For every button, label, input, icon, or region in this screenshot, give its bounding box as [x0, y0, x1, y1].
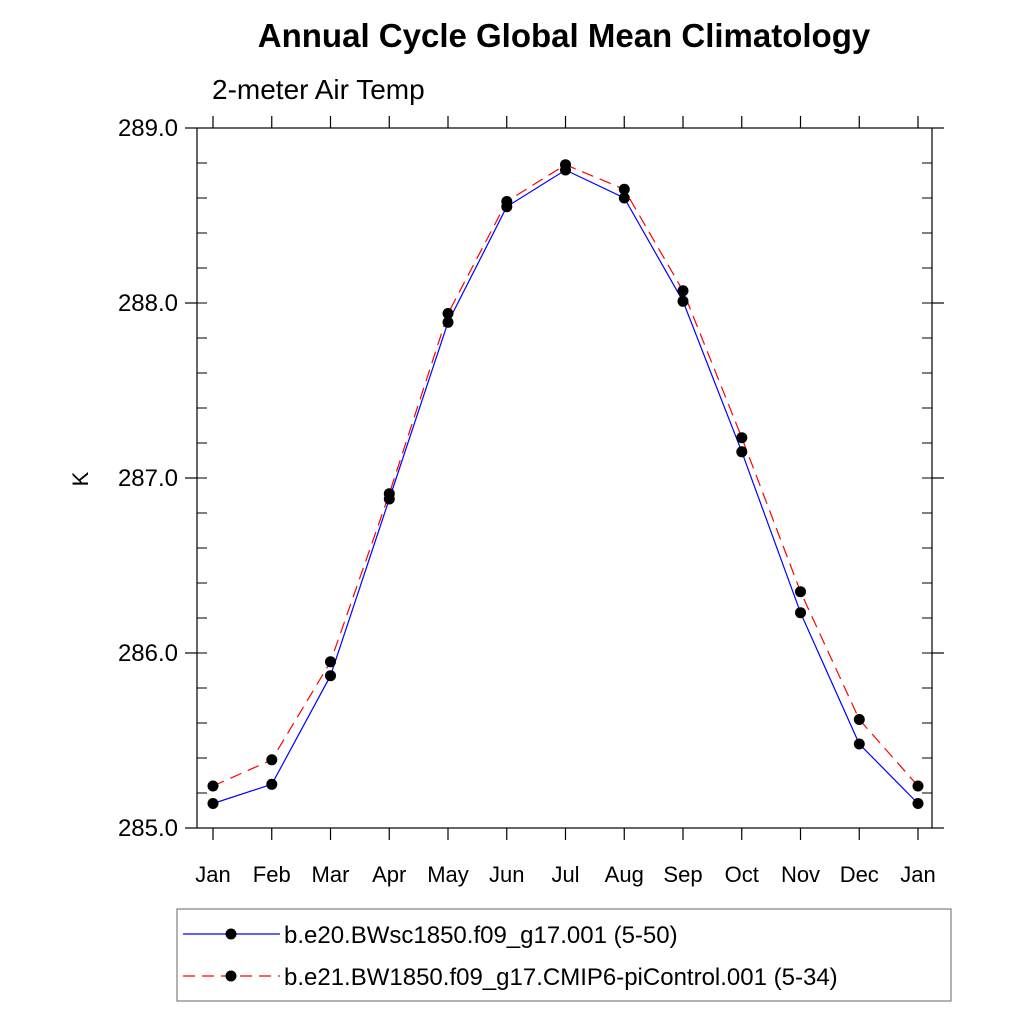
data-point-series-2 — [501, 196, 513, 207]
data-point-series-2 — [266, 754, 278, 766]
chart-subtitle: 2-meter Air Temp — [212, 74, 425, 105]
x-tick-label: May — [427, 862, 469, 887]
data-point-series-1 — [912, 798, 924, 809]
legend-label-series-1: b.e20.BWsc1850.f09_g17.001 (5-50) — [284, 922, 678, 949]
chart-title: Annual Cycle Global Mean Climatology — [258, 17, 871, 54]
data-point-series-2 — [912, 780, 924, 792]
data-point-series-1 — [736, 446, 748, 458]
x-tick-label: Aug — [605, 862, 644, 887]
data-point-series-2 — [736, 432, 748, 444]
data-point-series-2 — [618, 183, 630, 195]
x-tick-label: Nov — [781, 862, 820, 887]
legend-marker-series-2 — [225, 970, 237, 982]
data-point-series-1 — [266, 778, 278, 790]
data-point-series-2 — [207, 780, 219, 792]
data-point-series-2 — [442, 308, 454, 319]
data-point-series-2 — [677, 285, 689, 297]
plot-frame — [196, 127, 933, 829]
axis-ticks — [185, 116, 944, 840]
series-line-1 — [212, 169, 919, 805]
x-tick-labels: Jan Feb Mar Apr May Jun Jul Aug Sep Oct Nov Dec Jan — [195, 862, 935, 887]
y-tick-label: 286.0 — [118, 640, 178, 667]
data-point-series-2 — [560, 159, 571, 171]
data-point-series-2 — [383, 488, 395, 500]
data-point-series-1 — [795, 607, 806, 619]
y-tick-label: 285.0 — [118, 815, 178, 842]
data-point-series-1 — [207, 798, 219, 809]
x-tick-label: Dec — [840, 862, 879, 887]
legend-marker-series-1 — [225, 928, 237, 940]
data-point-series-1 — [618, 192, 630, 204]
y-tick-labels: 285.0 286.0 287.0 288.0 289.0 — [118, 115, 178, 842]
legend-label-series-2: b.e21.BW1850.f09_g17.CMIP6-piControl.001… — [284, 964, 838, 991]
y-axis-label: K — [68, 471, 93, 486]
x-tick-label: Jun — [489, 862, 524, 887]
x-tick-label: Jul — [551, 862, 579, 887]
series-group — [207, 159, 924, 809]
legend-box — [176, 908, 952, 1002]
x-tick-label: Jan — [195, 862, 230, 887]
data-point-series-1 — [677, 295, 689, 307]
x-tick-label: Feb — [253, 862, 291, 887]
legend: b.e20.BWsc1850.f09_g17.001 (5-50) b.e21.… — [176, 908, 952, 1002]
x-tick-label: Oct — [725, 862, 759, 887]
y-tick-label: 287.0 — [118, 465, 178, 492]
data-point-series-2 — [795, 586, 806, 598]
y-tick-label: 289.0 — [118, 115, 178, 142]
data-point-series-2 — [325, 656, 336, 668]
x-tick-label: Mar — [312, 862, 350, 887]
data-point-series-1 — [442, 316, 454, 328]
data-point-series-2 — [853, 714, 865, 725]
series-line-2 — [212, 164, 919, 787]
data-point-series-1 — [325, 670, 336, 682]
data-point-series-1 — [853, 738, 865, 750]
x-tick-label: Jan — [900, 862, 935, 887]
y-tick-label: 288.0 — [118, 290, 178, 317]
x-tick-label: Apr — [372, 862, 406, 887]
x-tick-label: Sep — [663, 862, 702, 887]
